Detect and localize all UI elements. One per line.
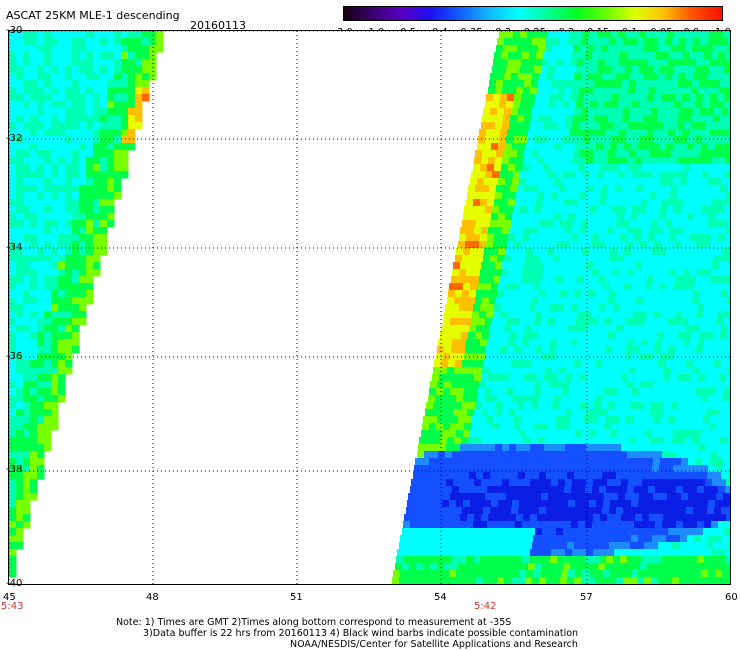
lat-label-40: -40 <box>6 578 23 589</box>
swath-time-left: 5:43 <box>1 601 24 612</box>
lat-label-36: -36 <box>6 351 23 362</box>
lat-label-30: -30 <box>6 25 23 36</box>
swath-map <box>8 30 731 585</box>
map-date: 20160113 <box>190 19 246 32</box>
lon-label-54: 54 <box>434 592 447 603</box>
wind-speed-cells <box>9 31 730 584</box>
lon-label-57: 57 <box>580 592 593 603</box>
map-title: ASCAT 25KM MLE-1 descending <box>6 9 180 22</box>
lon-label-45: 45 <box>3 592 16 603</box>
lat-label-34: -34 <box>6 242 23 253</box>
lon-label-48: 48 <box>146 592 159 603</box>
note-line-2: 3)Data buffer is 22 hrs from 20160113 4)… <box>143 628 579 639</box>
lon-label-60: 60 <box>725 592 738 603</box>
graticule <box>9 31 730 584</box>
lon-label-51: 51 <box>290 592 303 603</box>
lat-label-32: -32 <box>6 133 23 144</box>
colorbar <box>343 6 723 21</box>
note-line-3: NOAA/NESDIS/Center for Satellite Applica… <box>290 639 578 650</box>
note-line-1: Note: 1) Times are GMT 2)Times along bot… <box>116 617 512 628</box>
lat-label-38: -38 <box>6 464 23 475</box>
swath-map-canvas <box>9 31 730 584</box>
swath-time-right: 5:42 <box>474 601 497 612</box>
